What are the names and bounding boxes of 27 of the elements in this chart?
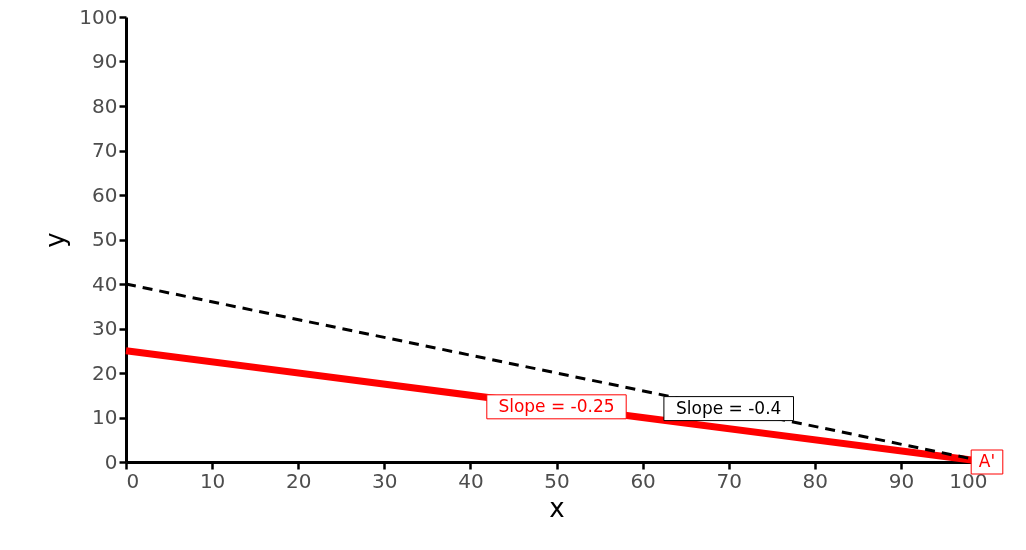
x-axis-title: x bbox=[549, 492, 565, 523]
x-tick-label: 90 bbox=[888, 468, 915, 493]
y-tick-label: 20 bbox=[92, 360, 118, 385]
y-tick-label: 50 bbox=[92, 227, 118, 251]
x-tick-label: 0 bbox=[126, 468, 140, 493]
x-tick-label: 50 bbox=[544, 468, 570, 493]
y-tick-label: 30 bbox=[92, 316, 118, 340]
y-tick-label: 70 bbox=[92, 138, 118, 162]
x-tick-label: 30 bbox=[372, 468, 398, 493]
y-tick-label: 0 bbox=[104, 449, 118, 474]
y-tick-label: 60 bbox=[92, 182, 118, 207]
y-tick-label: 10 bbox=[92, 405, 118, 429]
annotation: Slope = -0.4 bbox=[676, 397, 782, 418]
x-tick-label: 40 bbox=[458, 468, 484, 493]
y-axis-title: y bbox=[40, 232, 71, 248]
x-tick-label: 20 bbox=[285, 468, 312, 493]
annotation: A' bbox=[978, 451, 996, 471]
y-tick-label: 40 bbox=[92, 271, 118, 296]
x-tick-label: 60 bbox=[630, 468, 656, 493]
x-tick-label: 100 bbox=[949, 468, 988, 493]
y-tick-label: 100 bbox=[79, 4, 118, 29]
x-tick-label: 10 bbox=[199, 468, 226, 493]
annotation: Slope = -0.25 bbox=[498, 395, 615, 416]
x-tick-label: 70 bbox=[716, 468, 742, 493]
y-tick-label: 80 bbox=[92, 93, 118, 118]
y-tick-label: 90 bbox=[92, 49, 118, 73]
x-tick-label: 80 bbox=[802, 468, 829, 493]
